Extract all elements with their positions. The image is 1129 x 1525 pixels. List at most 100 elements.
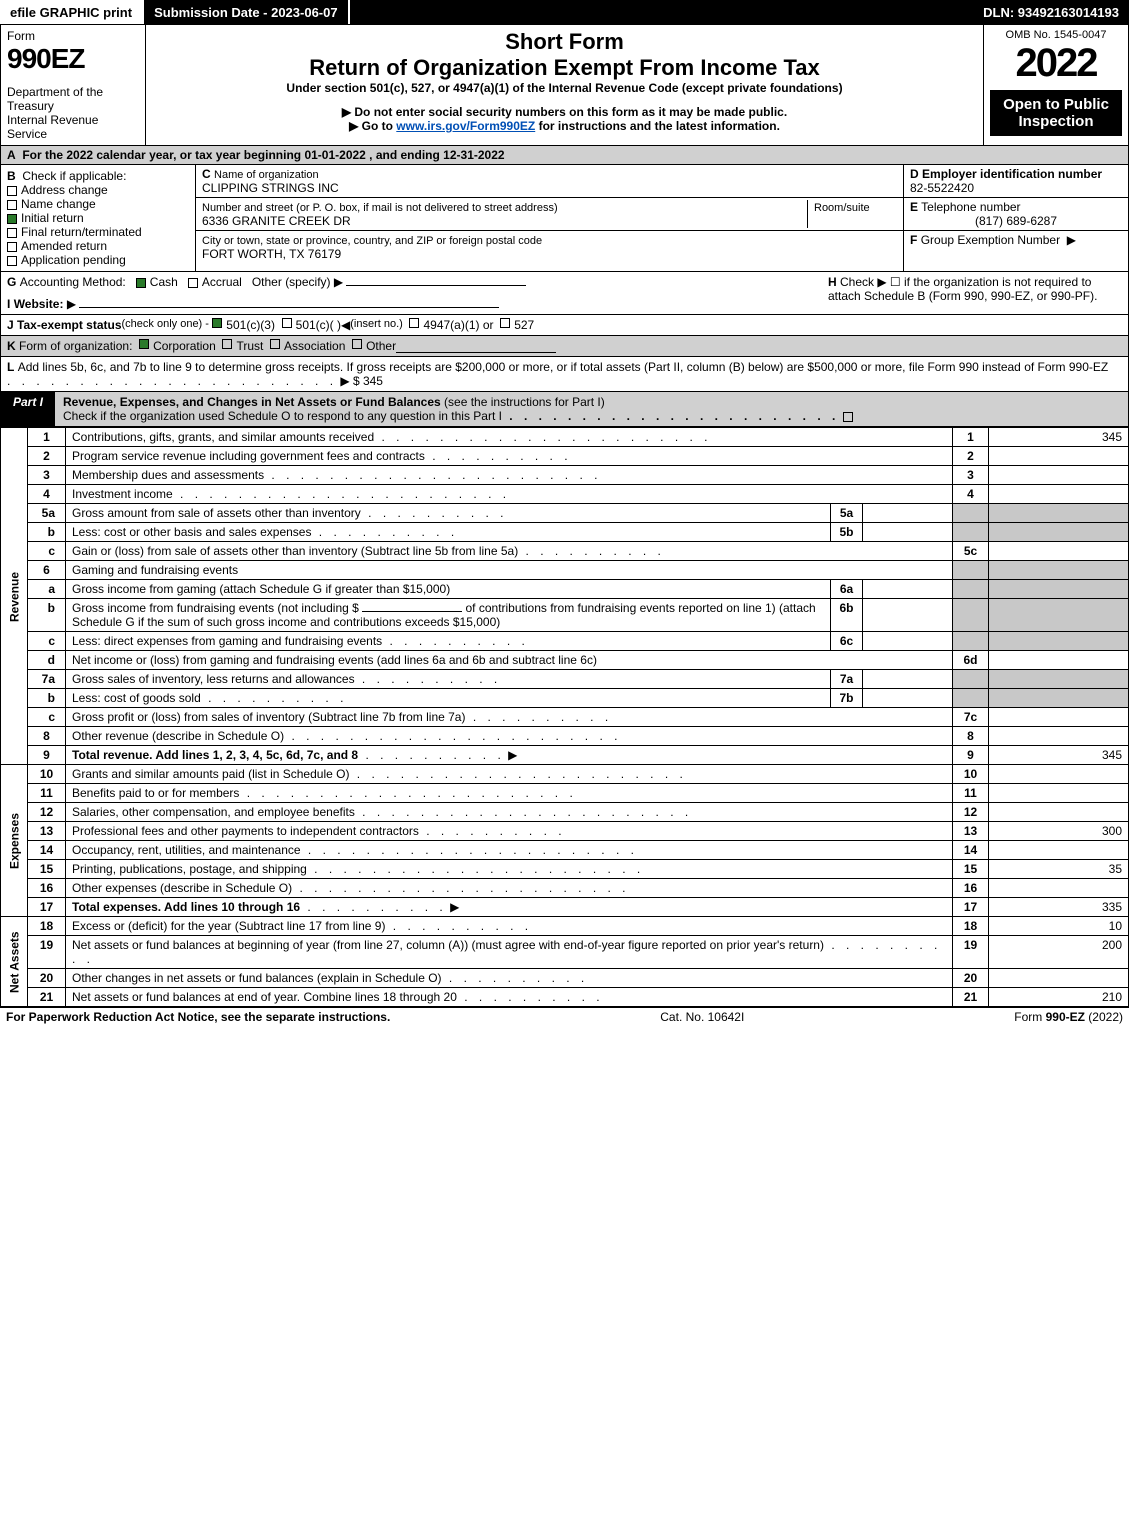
return-subtitle: Under section 501(c), 527, or 4947(a)(1)… — [154, 81, 975, 95]
l20-box: 20 — [953, 969, 989, 988]
header-left: Form 990EZ Department of the Treasury In… — [1, 25, 146, 145]
l6b-mini: 6b — [831, 599, 863, 632]
l17-amt: 335 — [989, 898, 1129, 917]
cb-trust[interactable] — [222, 339, 232, 349]
cb-other-org[interactable] — [352, 339, 362, 349]
cb-accrual[interactable] — [188, 278, 198, 288]
l9-box: 9 — [953, 746, 989, 765]
l6b-miniamt — [863, 599, 953, 632]
l5c-desc: Gain or (loss) from sale of assets other… — [72, 544, 518, 558]
tax-exempt-label: Tax-exempt status — [17, 318, 121, 332]
lbl-insert-no: (insert no.) — [350, 318, 403, 332]
l7b-miniamt — [863, 689, 953, 708]
l6b-shade — [953, 599, 989, 632]
l8-num: 8 — [28, 727, 66, 746]
note-ssn: ▶ Do not enter social security numbers o… — [154, 105, 975, 119]
city-label: City or town, state or province, country… — [202, 235, 542, 247]
l5b-desc: Less: cost or other basis and sales expe… — [72, 525, 311, 539]
street: 6336 GRANITE CREEK DR — [202, 214, 351, 228]
website-input[interactable] — [79, 307, 499, 308]
lbl-527: 527 — [514, 318, 534, 332]
l8-box: 8 — [953, 727, 989, 746]
cb-association[interactable] — [270, 339, 280, 349]
l21-amt: 210 — [989, 988, 1129, 1007]
other-org-input[interactable] — [396, 339, 556, 353]
l6d-desc: Net income or (loss) from gaming and fun… — [72, 653, 597, 667]
l12-desc: Salaries, other compensation, and employ… — [72, 805, 355, 819]
cb-cash[interactable] — [136, 278, 146, 288]
footer-right-year: (2022) — [1085, 1010, 1123, 1024]
l9-desc: Total revenue. Add lines 1, 2, 3, 4, 5c,… — [72, 748, 358, 762]
l17-num: 17 — [28, 898, 66, 917]
l5c-box: 5c — [953, 542, 989, 561]
l20-amt — [989, 969, 1129, 988]
l1-num: 1 — [28, 428, 66, 447]
l19-box: 19 — [953, 936, 989, 969]
l19-num: 19 — [28, 936, 66, 969]
l11-amt — [989, 784, 1129, 803]
accounting-method-label: Accounting Method: — [20, 275, 126, 289]
l5a-shade — [953, 504, 989, 523]
short-form-title: Short Form — [154, 29, 975, 55]
cb-schedule-o[interactable] — [843, 412, 853, 422]
cb-initial-return[interactable] — [7, 214, 17, 224]
org-name-label: Name of organization — [214, 169, 319, 181]
l1-desc: Contributions, gifts, grants, and simila… — [72, 430, 374, 444]
l7b-num: b — [28, 689, 66, 708]
l7c-num: c — [28, 708, 66, 727]
top-bar: efile GRAPHIC print Submission Date - 20… — [0, 0, 1129, 24]
header-right: OMB No. 1545-0047 2022 Open to Public In… — [983, 25, 1128, 145]
l5c-amt — [989, 542, 1129, 561]
l7a-shade-amt — [989, 670, 1129, 689]
other-method-input[interactable] — [346, 285, 526, 286]
l15-box: 15 — [953, 860, 989, 879]
section-k: K Form of organization: Corporation Trus… — [0, 336, 1129, 357]
phone-label: Telephone number — [921, 200, 1020, 214]
footer-right-form: 990-EZ — [1046, 1010, 1085, 1024]
lbl-trust: Trust — [236, 339, 263, 353]
cb-527[interactable] — [500, 318, 510, 328]
l17-box: 17 — [953, 898, 989, 917]
l6a-shade-amt — [989, 580, 1129, 599]
l14-box: 14 — [953, 841, 989, 860]
cb-application-pending[interactable] — [7, 256, 17, 266]
l18-num: 18 — [28, 917, 66, 936]
l15-desc: Printing, publications, postage, and shi… — [72, 862, 307, 876]
cb-address-change[interactable] — [7, 186, 17, 196]
l19-desc: Net assets or fund balances at beginning… — [72, 938, 824, 952]
l11-box: 11 — [953, 784, 989, 803]
l6c-mini: 6c — [831, 632, 863, 651]
l2-num: 2 — [28, 447, 66, 466]
l10-desc: Grants and similar amounts paid (list in… — [72, 767, 349, 781]
footer-right: Form 990-EZ (2022) — [1014, 1010, 1123, 1024]
irs-link[interactable]: www.irs.gov/Form990EZ — [396, 119, 535, 133]
cb-4947[interactable] — [409, 318, 419, 328]
l17-desc: Total expenses. Add lines 10 through 16 — [72, 900, 300, 914]
cb-501c3[interactable] — [212, 318, 222, 328]
l6b-blank[interactable] — [362, 611, 462, 612]
l5a-num: 5a — [28, 504, 66, 523]
l18-desc: Excess or (deficit) for the year (Subtra… — [72, 919, 385, 933]
l6a-miniamt — [863, 580, 953, 599]
cb-name-change[interactable] — [7, 200, 17, 210]
cb-final-return[interactable] — [7, 228, 17, 238]
l5b-shade — [953, 523, 989, 542]
form-header: Form 990EZ Department of the Treasury In… — [0, 24, 1129, 146]
lbl-cash: Cash — [150, 275, 178, 289]
cb-amended-return[interactable] — [7, 242, 17, 252]
l15-amt: 35 — [989, 860, 1129, 879]
l2-box: 2 — [953, 447, 989, 466]
cb-corporation[interactable] — [139, 339, 149, 349]
goto-post: for instructions and the latest informat… — [535, 119, 780, 133]
dln: DLN: 93492163014193 — [973, 0, 1129, 24]
part1-title-text: Revenue, Expenses, and Changes in Net As… — [63, 395, 441, 409]
l21-num: 21 — [28, 988, 66, 1007]
l5a-mini: 5a — [831, 504, 863, 523]
ein-label: Employer identification number — [922, 167, 1102, 181]
l7a-desc: Gross sales of inventory, less returns a… — [72, 672, 355, 686]
l5c-num: c — [28, 542, 66, 561]
l5b-mini: 5b — [831, 523, 863, 542]
efile-label[interactable]: efile GRAPHIC print — [0, 0, 144, 24]
l7b-desc: Less: cost of goods sold — [72, 691, 201, 705]
cb-501c[interactable] — [282, 318, 292, 328]
